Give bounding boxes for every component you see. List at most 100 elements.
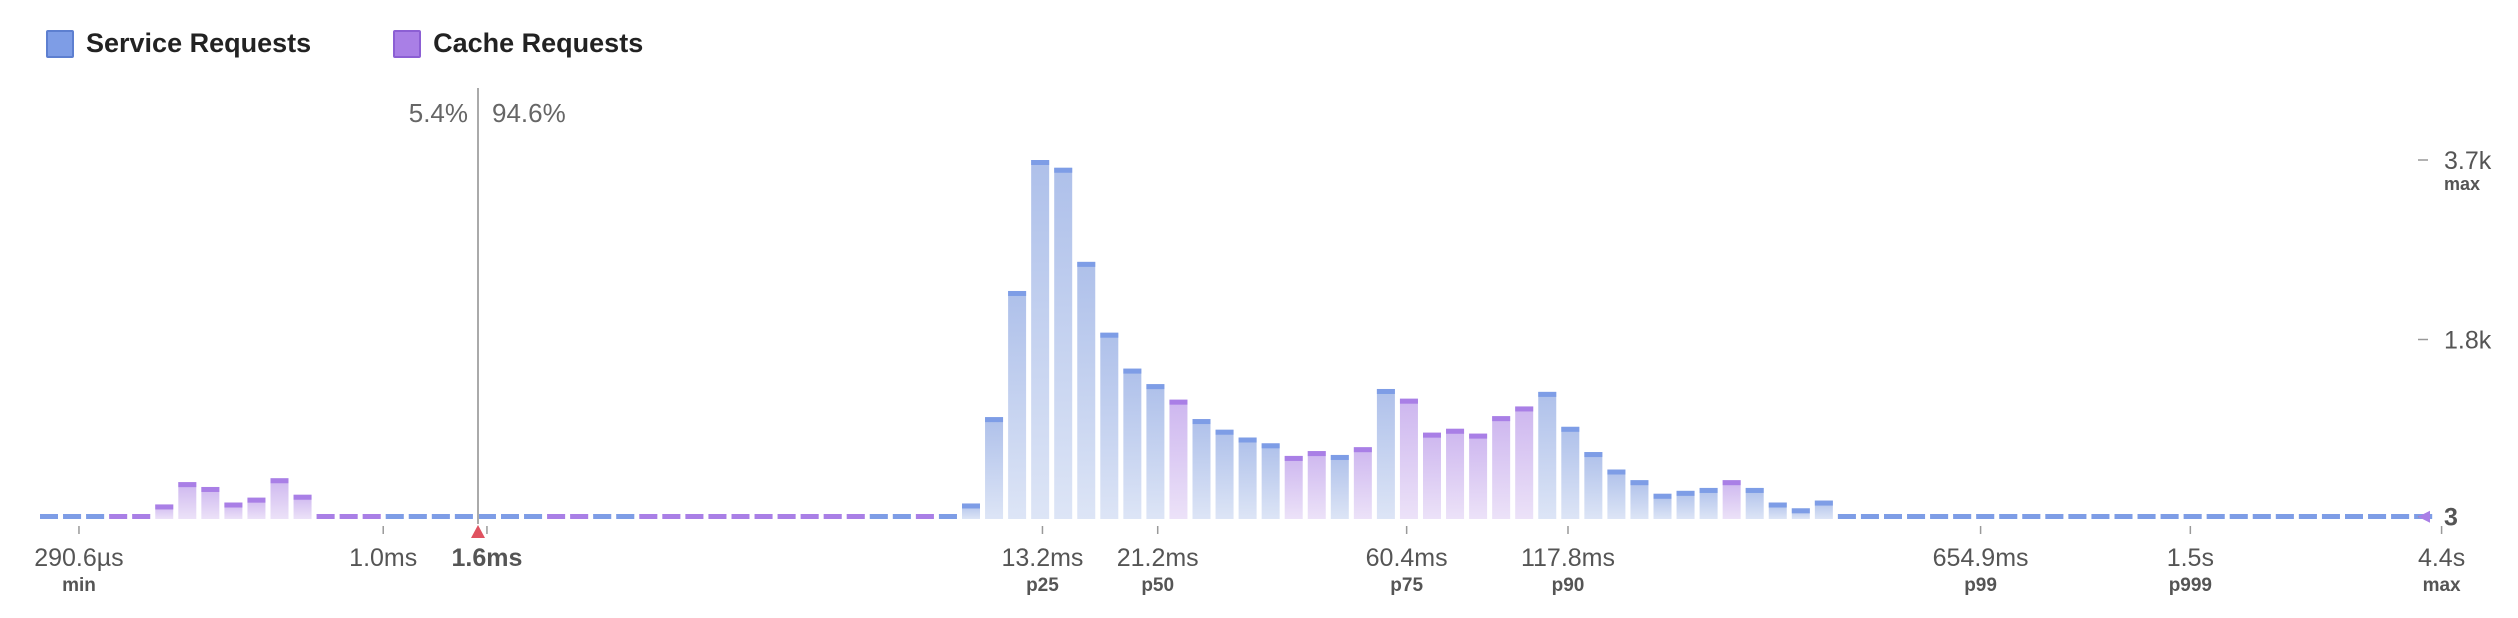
histogram-bar[interactable] [109,514,128,519]
legend-item-cache[interactable]: Cache Requests [393,28,643,59]
histogram-bar[interactable] [1353,447,1372,519]
histogram-bar[interactable] [1238,437,1257,519]
legend-item-service[interactable]: Service Requests [46,28,311,59]
histogram-bar[interactable] [408,514,427,519]
histogram-bar[interactable] [1607,469,1626,519]
histogram-bar[interactable] [985,417,1004,519]
histogram-bar[interactable] [1653,493,1672,519]
histogram-bar[interactable] [1884,514,1902,519]
histogram-bar[interactable] [2345,514,2363,519]
histogram-bar[interactable] [2321,514,2340,519]
histogram-bar[interactable] [1123,368,1142,519]
histogram-bar[interactable] [2252,514,2271,519]
histogram-bar[interactable] [708,514,727,519]
histogram-bar[interactable] [593,514,612,519]
histogram-bar[interactable] [2206,514,2225,519]
histogram-bar[interactable] [1008,290,1027,519]
histogram-bar[interactable] [1031,160,1050,519]
histogram-bar[interactable] [1215,429,1234,519]
histogram-bar[interactable] [2391,514,2410,519]
histogram-bar[interactable] [731,514,750,519]
histogram-bar[interactable] [1330,454,1349,519]
histogram-bar[interactable] [385,514,404,519]
histogram-bar[interactable] [1054,167,1073,520]
histogram-bar[interactable] [224,502,243,519]
histogram-bar[interactable] [892,514,911,519]
histogram-bar[interactable] [1930,514,1949,519]
histogram-bar[interactable] [915,514,934,519]
histogram-bar[interactable] [178,482,197,519]
histogram-bar[interactable] [754,514,773,519]
histogram-bar[interactable] [477,514,496,519]
histogram-bar[interactable] [2114,514,2133,519]
histogram-bar[interactable] [431,514,450,519]
histogram-bar[interactable] [1561,426,1580,519]
histogram-bar[interactable] [1307,451,1326,519]
histogram-bar[interactable] [1907,514,1926,519]
histogram-bar[interactable] [247,497,266,519]
histogram-bar[interactable] [962,503,980,519]
histogram-bar[interactable] [1515,406,1534,519]
histogram-bar[interactable] [2275,514,2294,519]
histogram-bar[interactable] [1768,502,1787,519]
histogram-bar[interactable] [2298,514,2317,519]
histogram-bar[interactable] [1423,432,1441,519]
histogram-bar[interactable] [501,514,519,519]
histogram-bar[interactable] [1999,514,2018,519]
histogram-bar[interactable] [40,514,58,519]
histogram-bar[interactable] [1699,487,1718,519]
histogram-bar[interactable] [547,514,566,519]
histogram-bar[interactable] [1976,514,1995,519]
histogram-bar[interactable] [1860,514,1879,519]
histogram-bar[interactable] [524,514,543,519]
histogram-bar[interactable] [86,514,105,519]
histogram-bar[interactable] [2091,514,2110,519]
histogram-bar[interactable] [1192,419,1211,519]
histogram-bar[interactable] [1630,480,1649,519]
histogram-bar[interactable] [1676,490,1695,519]
histogram-bar[interactable] [454,514,473,519]
histogram-bar[interactable] [1399,398,1418,519]
histogram-bar[interactable] [1584,452,1603,519]
split-marker-triangle[interactable] [471,525,485,538]
histogram-bar[interactable] [2183,514,2202,519]
histogram-bar[interactable] [1953,514,1972,519]
histogram-bar[interactable] [1446,428,1465,519]
histogram-bar[interactable] [270,478,289,519]
histogram-bar[interactable] [570,514,589,519]
histogram-bar[interactable] [1722,480,1741,519]
histogram-bar[interactable] [155,504,174,519]
histogram-bar[interactable] [616,514,635,519]
histogram-bar[interactable] [1146,384,1165,519]
histogram-bar[interactable] [201,486,220,519]
histogram-bar[interactable] [2368,514,2387,519]
histogram-bar[interactable] [938,514,957,519]
histogram-bar[interactable] [2160,514,2179,519]
histogram-bar[interactable] [662,514,681,519]
histogram-bar[interactable] [777,514,796,519]
histogram-bar[interactable] [132,514,151,519]
histogram-bar[interactable] [1538,391,1557,519]
histogram-bar[interactable] [800,514,819,519]
histogram-bar[interactable] [823,514,842,519]
histogram-bar[interactable] [1791,508,1810,519]
histogram-bar[interactable] [1469,433,1488,519]
histogram-bar[interactable] [2229,514,2248,519]
histogram-bar[interactable] [1492,416,1511,519]
histogram-bar[interactable] [339,514,358,519]
histogram-bar[interactable] [1077,261,1096,519]
histogram-bar[interactable] [846,514,865,519]
histogram-bar[interactable] [1837,514,1856,519]
histogram-bar[interactable] [1169,399,1188,519]
histogram-bar[interactable] [2045,514,2064,519]
histogram-bar[interactable] [639,514,658,519]
histogram-bar[interactable] [869,514,888,519]
histogram-bar[interactable] [685,514,704,519]
histogram-bar[interactable] [1745,487,1764,519]
histogram-bar[interactable] [1261,443,1280,519]
histogram-bar[interactable] [293,494,312,519]
histogram-bar[interactable] [1814,500,1833,519]
histogram-bar[interactable] [362,514,381,519]
histogram-bar[interactable] [63,514,82,519]
histogram-bar[interactable] [1376,388,1395,519]
